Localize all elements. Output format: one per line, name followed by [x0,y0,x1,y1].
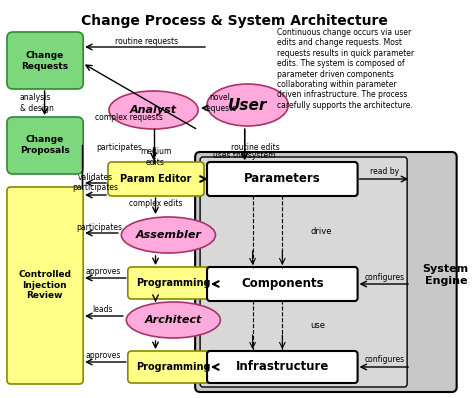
Text: complex requests: complex requests [95,113,163,123]
Text: configures: configures [365,355,404,365]
FancyBboxPatch shape [195,152,456,392]
Text: drive: drive [310,228,331,236]
Text: Programming: Programming [136,278,210,288]
FancyBboxPatch shape [128,267,219,299]
FancyBboxPatch shape [200,157,407,387]
FancyBboxPatch shape [7,32,83,89]
Ellipse shape [126,302,220,338]
Text: Change
Requests: Change Requests [21,51,68,71]
Text: Analyst: Analyst [130,105,177,115]
FancyBboxPatch shape [207,351,357,383]
Text: novel
requests: novel requests [203,93,237,113]
Text: routine requests: routine requests [115,37,178,45]
Text: System
Engine: System Engine [423,264,469,286]
FancyBboxPatch shape [207,267,357,301]
Text: leads: leads [92,306,112,314]
FancyBboxPatch shape [128,351,219,383]
Text: approves: approves [85,351,121,361]
Text: Param Editor: Param Editor [120,174,191,184]
Ellipse shape [109,91,198,129]
Text: Programming: Programming [136,362,210,372]
Text: approves: approves [85,267,121,277]
Text: uses the system: uses the system [213,150,276,160]
Text: routine edits: routine edits [230,142,279,152]
Text: complex edits: complex edits [129,199,182,209]
Text: User: User [228,98,267,113]
Text: configures: configures [365,273,404,281]
Text: Assembler: Assembler [136,230,201,240]
Ellipse shape [121,217,216,253]
Text: participates: participates [76,222,122,232]
Text: Change Process & System Architecture: Change Process & System Architecture [82,14,388,28]
Ellipse shape [207,84,288,126]
Text: Controlled
Injection
Review: Controlled Injection Review [18,270,71,300]
Text: analysis
& design: analysis & design [20,93,54,113]
Text: Architect: Architect [145,315,202,325]
FancyBboxPatch shape [108,162,204,196]
Text: Continuous change occurs via user
edits and change requests. Most
requests resul: Continuous change occurs via user edits … [277,28,414,110]
Text: Parameters: Parameters [244,172,321,185]
Text: use: use [310,322,325,330]
Text: Infrastructure: Infrastructure [236,361,329,373]
FancyBboxPatch shape [7,187,83,384]
Text: Change
Proposals: Change Proposals [20,135,70,155]
Text: Components: Components [241,277,324,291]
FancyBboxPatch shape [207,162,357,196]
Text: medium
edits: medium edits [140,147,171,167]
Text: read by: read by [370,168,399,176]
FancyBboxPatch shape [7,117,83,174]
Text: validates: validates [78,172,113,181]
Text: participates: participates [96,144,142,152]
Text: participates: participates [72,183,118,193]
